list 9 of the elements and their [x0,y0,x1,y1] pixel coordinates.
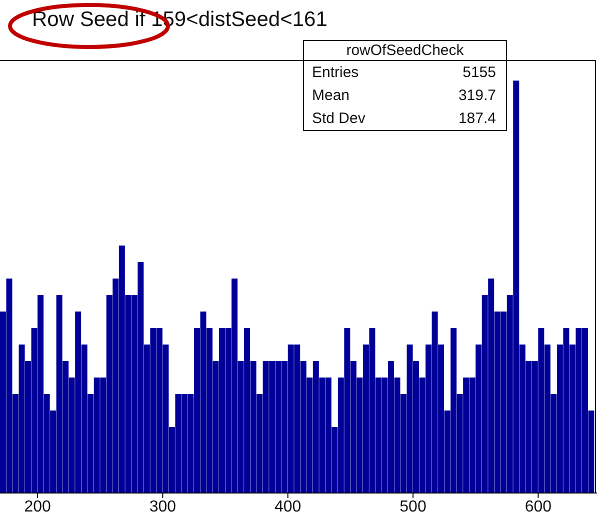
text: rowOfSeedCheck [304,41,506,61]
x-tick-label: 300 [149,498,176,516]
text: Std Dev 187.4 [312,110,496,127]
x-tick-label: 200 [24,498,51,516]
text: Mean 319.7 [312,87,496,104]
text: Entries 5155 [312,64,496,81]
x-tick-label: 400 [274,498,302,516]
x-tick-label: 500 [400,498,426,516]
x-tick-label: 600 [524,498,552,516]
